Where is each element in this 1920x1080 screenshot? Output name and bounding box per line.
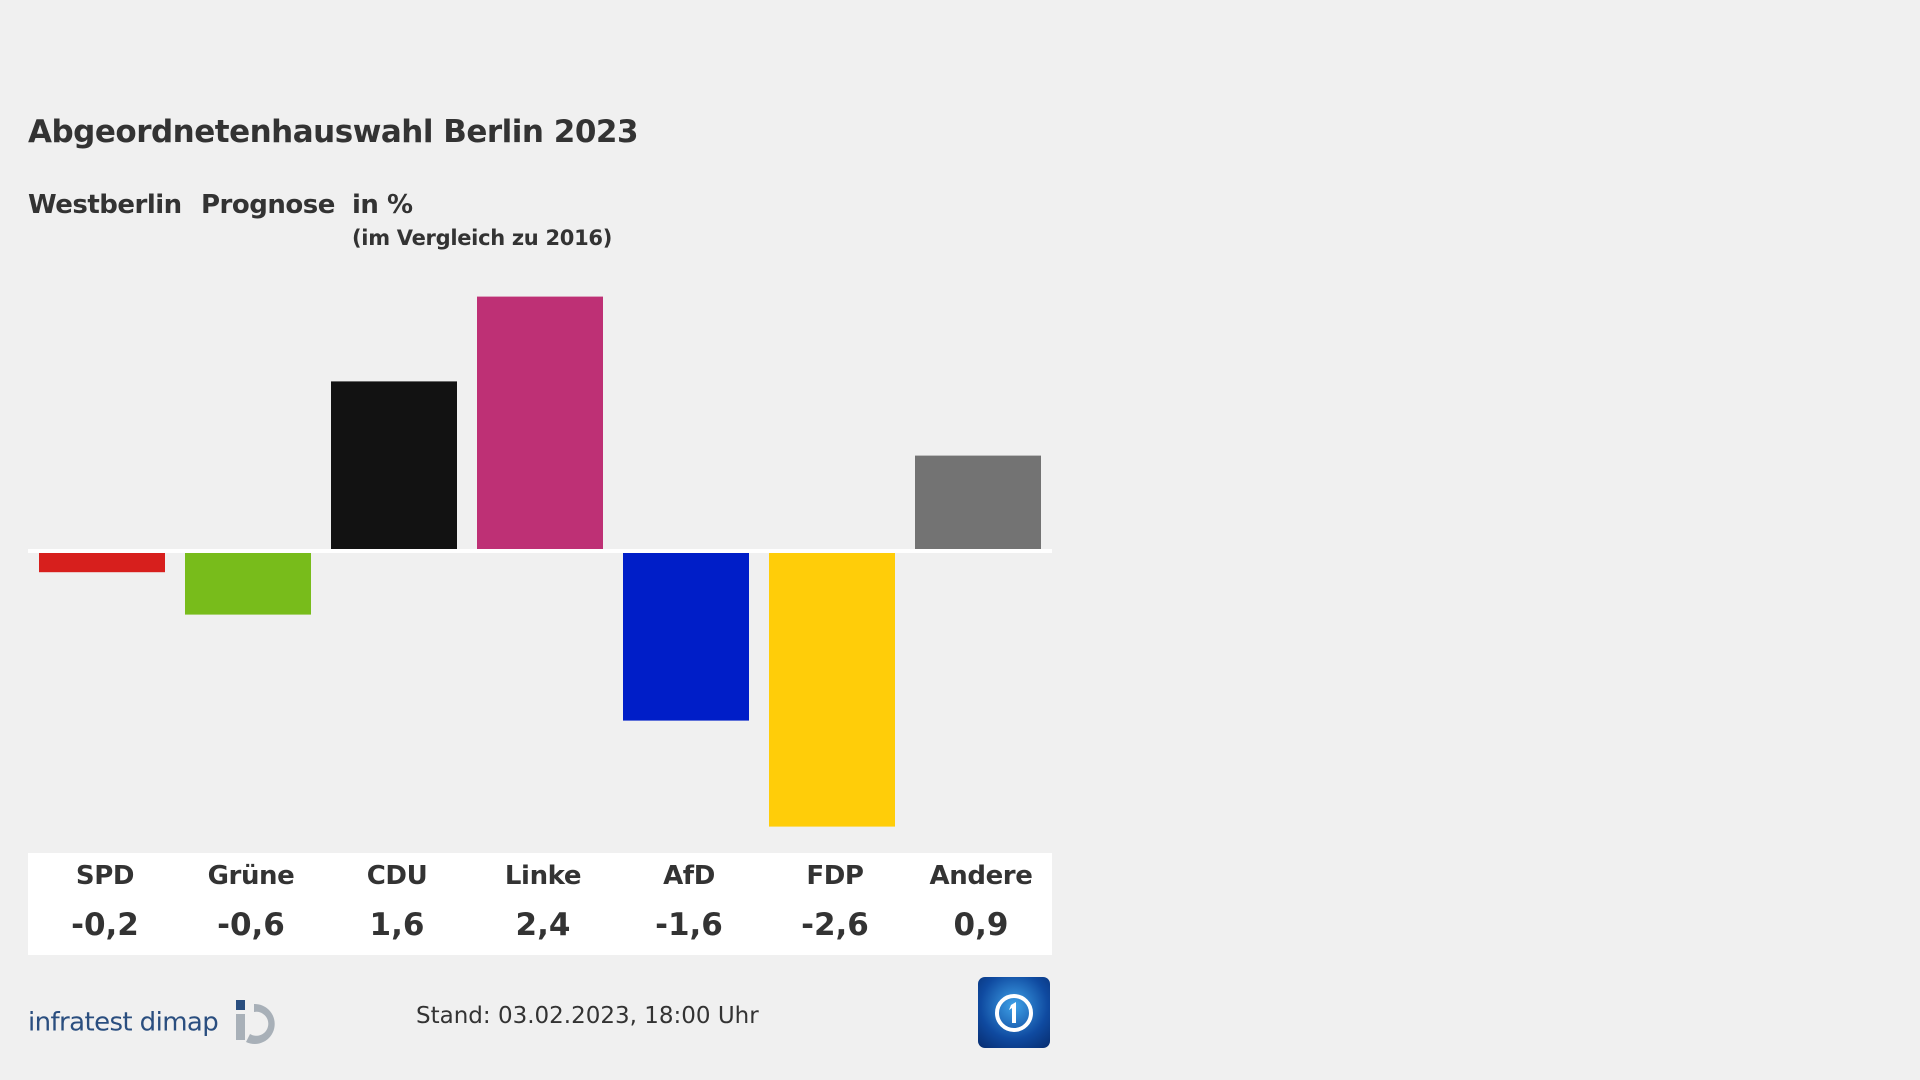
bar-spd	[39, 551, 165, 573]
tagesschau-icon	[995, 994, 1033, 1032]
category-label: SPD	[75, 861, 135, 891]
value-label: -0,2	[71, 907, 139, 943]
category-label: Linke	[504, 861, 582, 891]
bar-grüne	[185, 551, 311, 615]
value-label: -0,6	[217, 907, 285, 943]
value-label: 2,4	[515, 907, 571, 943]
unit-label: in %	[352, 190, 413, 220]
category-label: CDU	[366, 861, 428, 891]
bar-chart	[28, 296, 1052, 827]
dimap-icon	[235, 1000, 275, 1044]
bar-linke	[477, 296, 603, 551]
comparison-note: (im Vergleich zu 2016)	[352, 226, 613, 250]
bar-cdu	[331, 381, 457, 551]
category-label: Grüne	[207, 861, 295, 891]
ard-logo	[978, 977, 1050, 1048]
category-labels-panel: SPD -0,2 Grüne -0,6 CDU 1,6 Linke 2,4 AfD -1,6 FDP…	[28, 853, 1052, 955]
value-label: 1,6	[369, 907, 425, 943]
value-label: -1,6	[655, 907, 723, 943]
value-label: 0,9	[953, 907, 1009, 943]
region-label: Westberlin	[28, 190, 182, 220]
brand-text: infratest dimap	[28, 1007, 219, 1038]
bar-afd	[623, 551, 749, 721]
bar-fdp	[769, 551, 895, 827]
category-label: FDP	[806, 861, 864, 891]
infratest-dimap-logo: infratest dimap	[28, 1000, 280, 1046]
bar-andere	[915, 455, 1041, 551]
forecast-label: Prognose	[201, 190, 335, 220]
chart-title: Abgeordnetenhauswahl Berlin 2023	[28, 114, 639, 150]
timestamp: Stand: 03.02.2023, 18:00 Uhr	[416, 1003, 759, 1029]
value-label: -2,6	[801, 907, 869, 943]
category-label: AfD	[663, 861, 715, 891]
category-label: Andere	[929, 861, 1033, 891]
